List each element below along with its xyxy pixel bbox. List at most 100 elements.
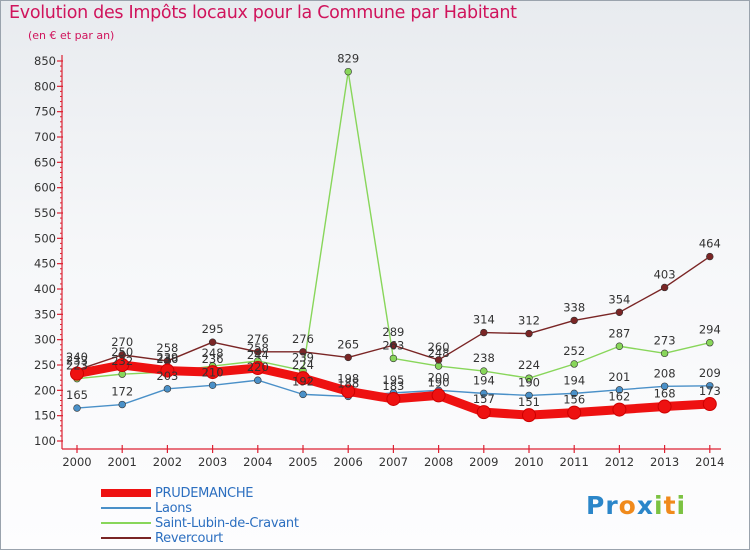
x-tick-label: 2013 (650, 455, 679, 469)
x-tick-label: 2009 (469, 455, 498, 469)
x-tick-label: 2014 (695, 455, 724, 469)
data-point-revercourt (480, 328, 488, 337)
y-tick-label: 850 (34, 54, 56, 68)
data-label-laons: 190 (518, 375, 540, 389)
legend-item-laons[interactable]: Laons (101, 501, 361, 516)
data-label-laons: 201 (608, 370, 630, 384)
legend-item-revercourt[interactable]: Revercourt (101, 531, 361, 546)
data-label-laons: 188 (337, 376, 359, 390)
data-label-revercourt: 354 (608, 292, 630, 306)
y-tick-label: 800 (34, 79, 56, 93)
x-tick-label: 2012 (605, 455, 634, 469)
y-tick-label: 450 (34, 257, 56, 271)
data-point-prudemanche (250, 361, 265, 376)
data-point-revercourt (208, 338, 217, 346)
data-label-prudemanche: 162 (608, 390, 630, 404)
logo-letter: t (663, 491, 677, 520)
logo-letter: P (586, 491, 606, 520)
data-point-prudemanche (657, 399, 672, 414)
x-tick-label: 2006 (334, 455, 363, 469)
y-tick-label: 750 (34, 105, 56, 119)
data-label-saint-lubin-de-cravant: 287 (608, 326, 630, 340)
data-label-saint-lubin-de-cravant: 232 (111, 354, 133, 368)
data-label-laons: 220 (247, 360, 269, 374)
data-label-prudemanche: 156 (563, 393, 585, 407)
y-tick-label: 350 (34, 307, 56, 321)
legend-swatch-laons (101, 507, 151, 509)
data-label-prudemanche: 168 (654, 387, 676, 401)
data-point-laons (118, 400, 126, 409)
data-point-prudemanche (70, 366, 84, 381)
data-point-revercourt (570, 316, 578, 325)
x-tick-label: 2002 (153, 455, 182, 469)
data-point-prudemanche (476, 405, 491, 420)
legend-swatch-saint-lubin (101, 522, 151, 524)
data-label-prudemanche: 190 (428, 375, 450, 389)
data-label-saint-lubin-de-cravant: 273 (654, 333, 676, 347)
data-point-prudemanche (386, 391, 401, 406)
legend-label-laons: Laons (155, 501, 192, 516)
chart-legend: PRUDEMANCHE Laons Saint-Lubin-de-Cravant… (101, 486, 361, 546)
data-label-laons: 165 (66, 388, 88, 402)
y-tick-label: 150 (34, 409, 56, 423)
data-point-laons (163, 385, 172, 393)
legend-swatch-revercourt (101, 537, 151, 539)
data-point-saint-lubin-de-cravant (344, 67, 352, 76)
y-tick-label: 600 (34, 181, 56, 195)
data-label-prudemanche: 233 (66, 354, 88, 368)
data-label-saint-lubin-de-cravant: 263 (382, 338, 404, 352)
x-tick-label: 2003 (198, 455, 227, 469)
proxiti-logo: Proxiti (586, 491, 686, 520)
data-label-saint-lubin-de-cravant: 258 (247, 341, 269, 355)
data-label-prudemanche: 173 (699, 384, 721, 398)
x-tick-label: 2004 (243, 455, 272, 469)
data-point-laons (615, 386, 624, 394)
data-label-revercourt: 258 (156, 341, 178, 355)
data-label-revercourt: 289 (382, 325, 404, 339)
data-point-saint-lubin-de-cravant (389, 354, 398, 363)
logo-letter: o (618, 491, 637, 520)
data-label-prudemanche: 198 (337, 371, 359, 385)
data-label-saint-lubin-de-cravant: 829 (337, 52, 359, 66)
data-label-laons: 203 (156, 369, 178, 383)
data-point-revercourt (660, 283, 669, 292)
data-label-saint-lubin-de-cravant: 294 (699, 323, 721, 337)
data-point-saint-lubin-de-cravant (525, 374, 533, 382)
data-label-prudemanche: 244 (247, 348, 269, 362)
legend-item-prudemanche[interactable]: PRUDEMANCHE (101, 486, 361, 501)
data-label-revercourt: 270 (111, 335, 133, 349)
data-label-saint-lubin-de-cravant: 239 (292, 351, 314, 365)
data-point-saint-lubin-de-cravant (615, 342, 624, 350)
data-point-laons (254, 376, 262, 384)
data-point-laons (480, 389, 488, 398)
x-tick-label: 2010 (514, 455, 543, 469)
data-label-saint-lubin-de-cravant: 248 (428, 346, 450, 360)
data-label-laons: 194 (473, 373, 495, 387)
data-label-laons: 200 (428, 370, 450, 384)
data-point-saint-lubin-de-cravant (480, 367, 488, 375)
data-label-saint-lubin-de-cravant: 252 (563, 344, 585, 358)
data-point-prudemanche (296, 371, 310, 386)
data-label-prudemanche: 236 (202, 352, 224, 366)
y-tick-label: 700 (34, 130, 56, 144)
data-label-revercourt: 265 (337, 337, 359, 351)
data-label-saint-lubin-de-cravant: 224 (518, 358, 540, 372)
data-label-laons: 209 (699, 366, 721, 380)
data-point-saint-lubin-de-cravant (434, 362, 443, 370)
data-label-laons: 208 (654, 366, 676, 380)
data-point-laons (525, 391, 533, 400)
legend-label-saint-lubin: Saint-Lubin-de-Cravant (155, 516, 299, 531)
data-point-revercourt (434, 356, 443, 364)
data-label-saint-lubin-de-cravant: 236 (156, 352, 178, 366)
y-tick-label: 650 (34, 155, 56, 169)
data-point-laons (299, 390, 307, 399)
y-tick-label: 400 (34, 282, 56, 296)
data-label-prudemanche: 224 (292, 358, 314, 372)
data-label-laons: 194 (563, 373, 585, 387)
data-label-revercourt: 314 (473, 313, 495, 327)
chart-subtitle: (en € et par an) (28, 29, 115, 42)
data-label-revercourt: 260 (428, 340, 450, 354)
legend-item-saint-lubin[interactable]: Saint-Lubin-de-Cravant (101, 516, 361, 531)
data-point-laons (208, 381, 217, 389)
